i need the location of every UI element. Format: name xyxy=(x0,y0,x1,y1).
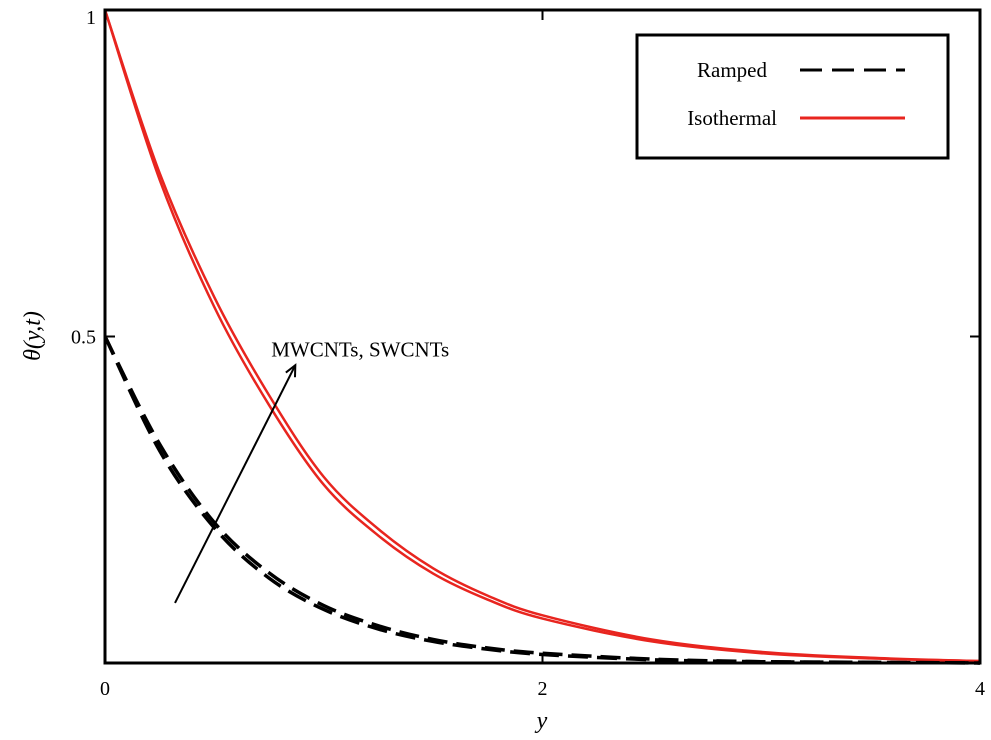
annotation-text: MWCNTs, SWCNTs xyxy=(271,338,449,362)
series-line-ramped-2 xyxy=(103,335,981,665)
y-tick-label: 0.5 xyxy=(71,327,96,349)
series-line-isothermal-1 xyxy=(103,9,981,663)
legend: Ramped Isothermal xyxy=(635,33,950,160)
legend-label-isothermal: Isothermal xyxy=(687,106,777,130)
x-tick-label: 0 xyxy=(100,678,110,700)
annotation: MWCNTs, SWCNTs xyxy=(174,338,449,604)
ticks: 0 2 4 0.5 1 xyxy=(71,7,985,700)
arrow-head-icon xyxy=(285,363,297,378)
y-axis-label: θ(y,t) xyxy=(20,311,46,361)
legend-box xyxy=(635,33,950,160)
annotation-arrow xyxy=(174,364,297,604)
x-axis-label: y xyxy=(535,708,548,734)
series-line-isothermal-0 xyxy=(103,9,981,663)
x-tick-label: 2 xyxy=(538,678,548,700)
legend-label-ramped: Ramped xyxy=(697,58,767,82)
series-line-ramped-3 xyxy=(103,335,981,665)
x-tick-label: 4 xyxy=(975,678,985,700)
y-tick-label: 1 xyxy=(86,7,96,29)
